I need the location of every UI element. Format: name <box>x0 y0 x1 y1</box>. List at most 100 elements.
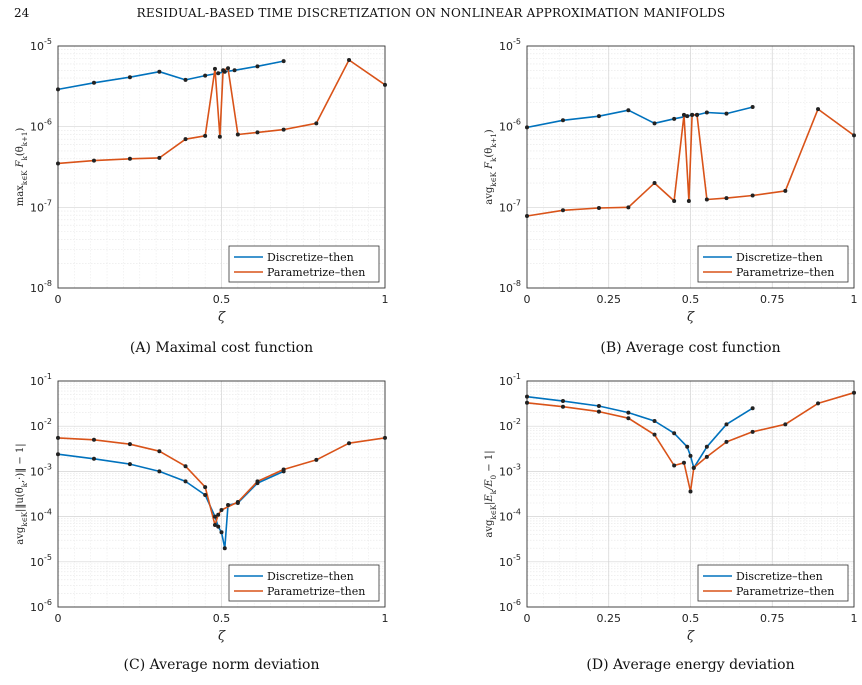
series-line-2 <box>57 59 386 165</box>
y-tick-label: 10-5 <box>30 37 52 53</box>
series-line-1 <box>526 106 753 129</box>
data-point <box>596 114 601 119</box>
data-point <box>652 419 657 424</box>
x-tick-label: 1 <box>851 612 858 625</box>
data-point <box>560 118 565 123</box>
data-point <box>56 435 60 440</box>
data-point <box>203 133 208 138</box>
data-point <box>596 206 601 211</box>
data-point <box>685 114 690 119</box>
data-point <box>91 158 96 163</box>
y-tick-label: 10-4 <box>499 508 521 524</box>
y-axis-label: maxk∈K Fk(θk+1) <box>15 128 29 207</box>
data-point <box>686 198 691 203</box>
data-point <box>216 512 221 517</box>
data-point <box>91 456 96 461</box>
data-point <box>626 416 631 421</box>
data-point <box>596 403 601 408</box>
data-point <box>219 530 224 535</box>
y-tick-label: 10-2 <box>499 417 521 433</box>
x-tick-label: 0.25 <box>597 612 622 625</box>
data-point <box>235 132 240 137</box>
data-point <box>347 441 352 446</box>
page-header: 24 RESIDUAL-BASED TIME DISCRETIZATION ON… <box>0 0 862 26</box>
data-point <box>750 193 755 198</box>
data-point <box>216 71 221 76</box>
axes-frame <box>526 380 855 608</box>
data-point <box>255 64 260 69</box>
data-point <box>157 469 162 474</box>
data-point <box>704 454 709 459</box>
legend-label: Discretize–then <box>736 570 823 583</box>
y-tick-label: 10-5 <box>499 553 521 569</box>
data-point <box>314 457 319 462</box>
x-tick-label: 0.5 <box>682 293 700 306</box>
data-point <box>183 137 188 142</box>
y-tick-label: 10-4 <box>30 508 52 524</box>
data-point <box>383 435 387 440</box>
running-title: RESIDUAL-BASED TIME DISCRETIZATION ON NO… <box>136 6 726 20</box>
data-point <box>127 462 132 467</box>
legend: Discretize–then Parametrize–then <box>697 245 849 283</box>
chart-panel-4: 10-6 10-5 10-4 10-3 10-2 10-1 0 0.25 0.5 0.75 1 ζ av… <box>484 372 858 673</box>
x-tick-label: 1 <box>851 293 858 306</box>
data-point <box>695 112 700 117</box>
data-point <box>91 80 96 85</box>
data-point <box>203 485 208 490</box>
data-point <box>221 68 226 73</box>
data-point <box>750 105 755 110</box>
data-point <box>672 463 677 468</box>
data-point <box>626 205 631 210</box>
axes-frame <box>526 45 855 289</box>
data-point <box>255 479 260 484</box>
data-point <box>672 431 677 436</box>
chart-panel-1: 10-8 10-7 10-6 10-5 0 0.5 1 ζ maxk∈K Fk(θk+1) Dis… <box>15 37 389 356</box>
x-axis-label: ζ <box>687 629 695 644</box>
series-line-1 <box>526 395 754 469</box>
data-point <box>688 453 693 458</box>
data-point <box>56 161 60 166</box>
legend: Discretize–then Parametrize–then <box>228 245 380 283</box>
data-point <box>560 399 565 404</box>
data-point <box>690 112 695 117</box>
series-line-1 <box>57 453 284 550</box>
data-point <box>724 439 729 444</box>
data-point <box>157 69 162 74</box>
data-point <box>783 422 788 427</box>
data-point <box>255 130 260 135</box>
legend-label: Discretize–then <box>736 251 823 264</box>
page-number: 24 <box>14 6 30 20</box>
data-point <box>560 208 565 213</box>
data-point <box>525 125 529 130</box>
data-point <box>217 134 222 139</box>
data-point <box>56 87 60 92</box>
x-tick-label: 0.75 <box>760 612 785 625</box>
data-point <box>183 464 188 469</box>
data-point <box>704 110 709 115</box>
data-point <box>56 452 60 457</box>
axes-frame <box>57 45 386 289</box>
data-point <box>681 460 686 465</box>
y-tick-label: 10-6 <box>499 118 521 134</box>
x-tick-label: 0.75 <box>760 293 785 306</box>
data-point <box>216 524 221 529</box>
x-tick-label: 1 <box>382 293 389 306</box>
data-point <box>816 401 821 406</box>
y-tick-label: 10-8 <box>30 279 52 295</box>
data-point <box>127 156 132 161</box>
panel-caption: (C) Average norm deviation <box>124 657 320 673</box>
data-point <box>596 409 601 414</box>
data-point <box>652 181 657 186</box>
data-point <box>91 437 96 442</box>
data-point <box>560 404 565 409</box>
data-point <box>704 444 709 449</box>
data-point <box>724 111 729 116</box>
data-point <box>672 198 677 203</box>
data-point <box>232 68 237 73</box>
data-point <box>226 66 231 71</box>
y-tick-label: 10-1 <box>499 372 521 388</box>
data-point <box>685 444 690 449</box>
x-tick-label: 1 <box>382 612 389 625</box>
data-point <box>525 394 529 399</box>
data-point <box>691 465 696 470</box>
